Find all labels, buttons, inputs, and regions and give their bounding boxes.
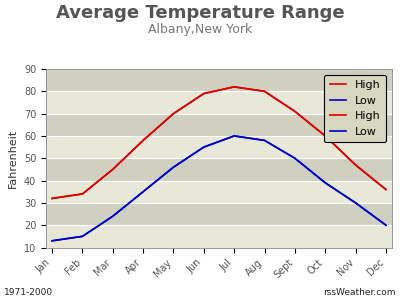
Bar [46, 203, 392, 225]
High [141, 139, 146, 142]
Bar [46, 158, 392, 181]
Text: rssWeather.com: rssWeather.com [324, 288, 396, 297]
Bar [46, 69, 392, 91]
High [80, 192, 85, 196]
High [110, 168, 115, 171]
Bar [46, 114, 392, 136]
Bar [46, 225, 392, 248]
Text: Albany,New York: Albany,New York [148, 22, 252, 35]
Low [353, 201, 358, 205]
Low [292, 157, 297, 160]
Legend: High, Low, High, Low: High, Low, High, Low [324, 75, 386, 142]
Text: 1971-2000: 1971-2000 [4, 288, 53, 297]
Low [384, 224, 388, 227]
High [323, 134, 328, 138]
Line: High: High [52, 87, 386, 198]
High [323, 134, 328, 138]
High [384, 188, 388, 191]
High [232, 85, 236, 89]
High [353, 163, 358, 167]
Bar [46, 181, 392, 203]
Low [262, 139, 267, 142]
High [141, 139, 146, 142]
High [202, 92, 206, 95]
Low [292, 157, 297, 160]
High [50, 196, 54, 200]
Low [232, 134, 236, 138]
High [292, 110, 297, 113]
Low [232, 134, 236, 138]
Bar [46, 136, 392, 158]
Low [262, 139, 267, 142]
Low [50, 239, 54, 243]
High [384, 188, 388, 191]
High [262, 89, 267, 93]
Low [141, 190, 146, 194]
High [232, 85, 236, 89]
High [171, 112, 176, 116]
Low [141, 190, 146, 194]
Low [80, 235, 85, 238]
Low [171, 165, 176, 169]
Line: High: High [52, 87, 386, 198]
Low [50, 239, 54, 243]
Line: Low: Low [52, 136, 386, 241]
Low [110, 214, 115, 218]
High [202, 92, 206, 95]
High [80, 192, 85, 196]
Low [80, 235, 85, 238]
Bar [46, 91, 392, 114]
Line: Low: Low [52, 136, 386, 241]
High [262, 89, 267, 93]
High [353, 163, 358, 167]
Low [202, 145, 206, 149]
High [292, 110, 297, 113]
Y-axis label: Fahrenheit: Fahrenheit [8, 129, 18, 188]
Low [323, 181, 328, 184]
High [50, 196, 54, 200]
Low [384, 224, 388, 227]
Low [171, 165, 176, 169]
Low [110, 214, 115, 218]
Text: Average Temperature Range: Average Temperature Range [56, 4, 344, 22]
High [171, 112, 176, 116]
Low [353, 201, 358, 205]
Low [202, 145, 206, 149]
High [110, 168, 115, 171]
Low [323, 181, 328, 184]
